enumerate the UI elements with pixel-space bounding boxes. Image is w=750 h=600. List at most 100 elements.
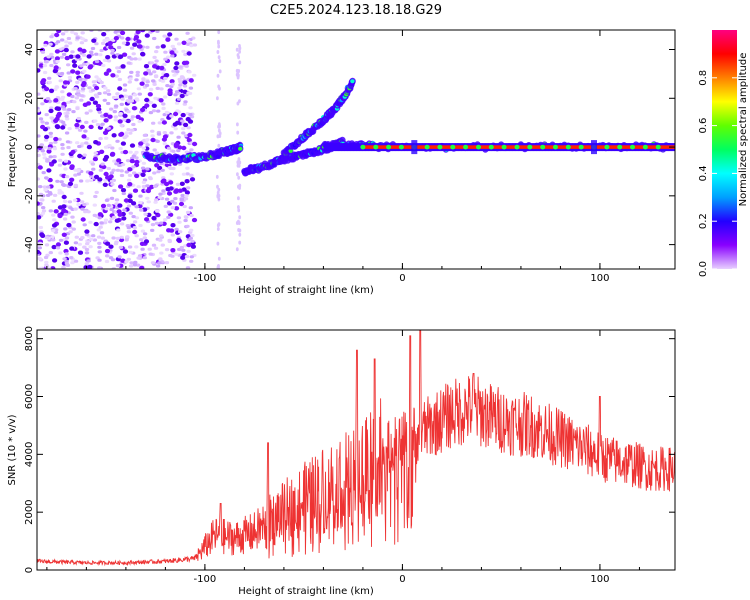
spectrogram-cell [137,57,142,61]
spectrogram-cell [106,101,111,106]
spectrogram-cell [95,123,101,127]
spectrogram-cell [82,245,87,249]
spectrogram-cell [132,263,138,267]
spectrogram-cell [237,86,240,91]
spectrogram-cell [146,200,151,204]
plot-frame [36,329,676,571]
spectrogram-cell [132,226,137,230]
spectrogram-cell [67,75,73,80]
colorbar-tick-label: 0.4 [698,165,709,181]
spectrogram-cell [145,138,150,142]
spectrogram-cell [119,235,124,239]
spectrogram-cell [103,218,109,222]
spectrogram-cell [142,207,148,212]
spectrogram-cell [177,247,182,252]
spectrogram-cell [70,149,76,155]
spectrogram-cell [113,118,118,122]
spectrogram-cell [94,42,99,46]
spectrogram-cell [66,71,71,75]
y-tick-label: 6000 [24,384,35,409]
spectrogram-cell [235,47,239,52]
spectrogram-cell [237,196,240,201]
spectrogram-cell [188,228,194,232]
spectrogram-cell [173,127,178,131]
spectrogram-cell [540,144,546,150]
spectrogram-cell [147,92,153,97]
spectrogram-cell [80,87,86,91]
spectrogram-cell [121,41,127,45]
spectrogram-cell [107,143,112,148]
spectrogram-cell [218,59,222,64]
spectrogram-cell [101,63,106,68]
spectrogram-cell [139,241,145,246]
spectrogram-cell [84,120,89,124]
spectrogram-cell [133,57,138,61]
spectrogram-cell [156,170,161,174]
spectrogram-cell [183,100,188,104]
spectrogram-cell [105,30,110,33]
spectrogram-cell [45,193,51,197]
spectrogram-cell [98,225,103,229]
spectrogram-cell [120,30,126,36]
spectrogram-cell [143,239,150,244]
spectrogram-cell [157,261,162,265]
spectrogram-cell [341,143,345,152]
spectrogram-cell [189,44,194,48]
spectrogram-cell [46,149,52,154]
spectrogram-cell [335,143,339,152]
spectrogram-cell [44,243,50,247]
spectrogram-cell [164,197,170,201]
spectrogram-cell [74,122,80,128]
spectrogram-cell [184,179,190,184]
spectrogram-cell [238,160,242,165]
spectrogram-cell [236,122,239,127]
spectrogram-cell [55,179,60,183]
spectrogram-cell [604,144,610,150]
spectrogram-cell [80,31,85,35]
spectrogram-cell [103,71,109,76]
spectrogram-cell [501,144,507,150]
spectrogram-cell [125,36,131,42]
spectrogram-cell [85,62,91,66]
spectrogram-cell [68,230,73,234]
spectrogram-cell [179,181,185,186]
spectrogram-cell [114,198,120,202]
spectrogram-cell [84,233,90,237]
spectrogram-cell [48,251,53,255]
spectrogram-cell [60,120,66,124]
spectrogram-cell [237,175,241,180]
spectrogram-cell [332,143,336,152]
spectrogram-cell [94,52,99,56]
spectrogram-cell [56,40,61,44]
spectrogram-cell [124,134,129,138]
y-tick-label: 2000 [24,499,35,524]
spectrogram-cell [129,46,135,50]
spectrogram-cell [164,261,170,265]
spectrogram-cell [42,145,48,149]
spectrogram-cell [44,134,50,140]
spectrogram-cell [117,255,122,259]
spectrogram-cell [186,249,191,253]
spectrogram-cell [106,89,111,93]
spectrogram-cell [72,63,78,68]
spectrogram-cell [192,141,198,147]
spectrogram-cell [288,148,293,153]
spectrogram-cell [109,171,115,175]
spectrogram-cell [45,97,51,101]
spectrogram-cell [217,84,221,89]
spectrogram-cell [183,215,189,219]
spectrogram-cell [75,70,81,75]
spectrogram-cell [161,102,166,106]
spectrogram-cell [41,152,47,156]
spectrogram-cell [38,225,44,230]
spectrogram-cell [37,162,41,167]
spectrogram-cell [55,242,62,247]
spectrogram-cell [42,64,48,68]
spectrogram-cell [53,65,59,70]
spectrogram-cell [64,175,70,179]
spectrogram-cell [154,151,160,155]
spectrogram-cell [63,248,69,254]
spectrogram-cell [152,64,158,69]
spectrogram-cell [47,177,53,183]
spectrogram-cell [128,211,133,215]
